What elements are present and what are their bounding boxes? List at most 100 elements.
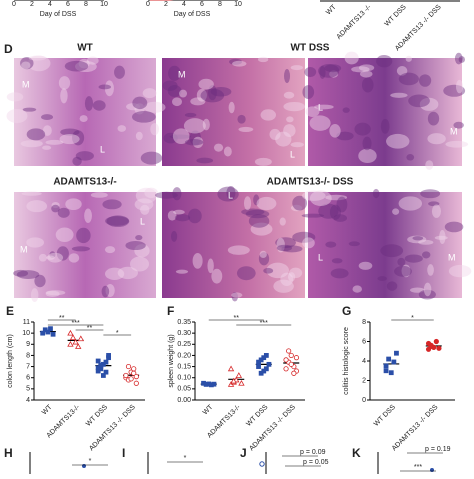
tissue-blob [105,216,129,226]
point [394,350,399,356]
point [82,464,86,468]
tissue-blob [72,130,85,146]
tissue-blob [75,151,94,161]
tissue-blob [47,252,64,263]
point [235,372,243,378]
tissue-blob [454,52,463,65]
tissue-blob [167,84,182,97]
point [266,361,272,367]
y-axis-label: spleen weight (g) [168,334,175,387]
tissue-blob [336,131,354,141]
tissue-blob [132,96,148,110]
tissue-blob [78,58,90,69]
tissue-blob [377,276,387,281]
tissue-blob [104,267,125,280]
point [103,359,109,365]
tissue-blob [427,264,434,276]
tissue-blob [102,199,122,210]
point [388,370,394,376]
panel-label: H [4,446,13,460]
point [430,468,434,472]
tissue-blob [290,142,304,148]
tissue-blob [419,97,439,111]
significance: * [411,315,414,322]
y-tick-label: 10 [22,330,30,337]
hist-image [162,192,305,298]
y-tick-label: 2 [362,377,366,384]
tissue-blob [196,157,214,164]
tissue-blob [256,196,277,211]
tissue-blob [104,246,116,254]
point [106,353,111,358]
significance: p = 0.05 [303,459,329,466]
panel-label: D [4,42,13,56]
tissue-blob [288,267,303,279]
tissue-blob [86,56,99,65]
point [230,377,237,384]
tissue-blob [309,115,331,131]
tissue-blob [42,125,52,136]
tissue-blob [228,101,235,114]
tissue-blob [386,281,398,291]
point [293,355,300,361]
tissue-blob [443,84,466,97]
y-tick-label: 4 [26,397,30,404]
tissue-blob [192,136,204,149]
tissue-blob [16,270,40,279]
x-tick-label: 10 [234,1,242,8]
point [133,380,139,386]
tissue-blob [211,268,223,284]
tissue-blob [213,143,224,152]
tissue-blob [183,118,206,134]
y-tick-label: 0.25 [177,341,191,348]
x-tick-label: WT DSS [373,404,397,428]
tissue-blob [45,139,64,145]
tissue-blob [309,190,332,207]
tissue-blob [444,221,464,233]
tissue-blob [336,196,348,213]
tissue-blob [425,160,434,170]
tissue-tag: M [450,126,458,136]
tissue-blob [167,210,177,221]
hist-image [14,58,156,166]
tissue-blob [125,241,146,251]
tissue-blob [51,204,60,213]
tissue-blob [325,194,348,201]
tissue-blob [398,196,423,211]
tissue-blob [76,227,91,244]
point [258,370,264,376]
tissue-blob [275,237,296,249]
significance: *** [414,464,422,471]
tissue-blob [257,56,269,63]
tissue-blob [101,285,110,298]
x-tick-label: 6 [200,1,204,8]
x-tick-label: WT DSS [245,404,269,428]
point [77,335,85,342]
tissue-blob [302,237,315,249]
tissue-blob [397,257,406,267]
tissue-blob [169,134,191,139]
panel-title: WT [77,43,93,54]
tissue-blob [114,65,125,79]
point [211,381,217,387]
tissue-blob [329,204,341,220]
tissue-blob [324,64,342,73]
tissue-blob [390,92,408,98]
tissue-blob [71,246,91,252]
tissue-blob [55,227,74,243]
x-tick-label: 10 [100,1,108,8]
tissue-blob [134,103,145,115]
tissue-blob [394,265,412,277]
tissue-blob [217,186,239,202]
tissue-blob [79,115,88,123]
tissue-blob [333,214,348,222]
tissue-blob [434,235,448,240]
tissue-blob [171,97,183,107]
tissue-blob [405,55,412,62]
tissue-tag: L [318,252,323,262]
tissue-blob [243,196,252,211]
x-tick-label: 4 [48,1,52,8]
tissue-blob [259,250,267,259]
point [386,356,392,362]
hist-image [308,58,462,166]
